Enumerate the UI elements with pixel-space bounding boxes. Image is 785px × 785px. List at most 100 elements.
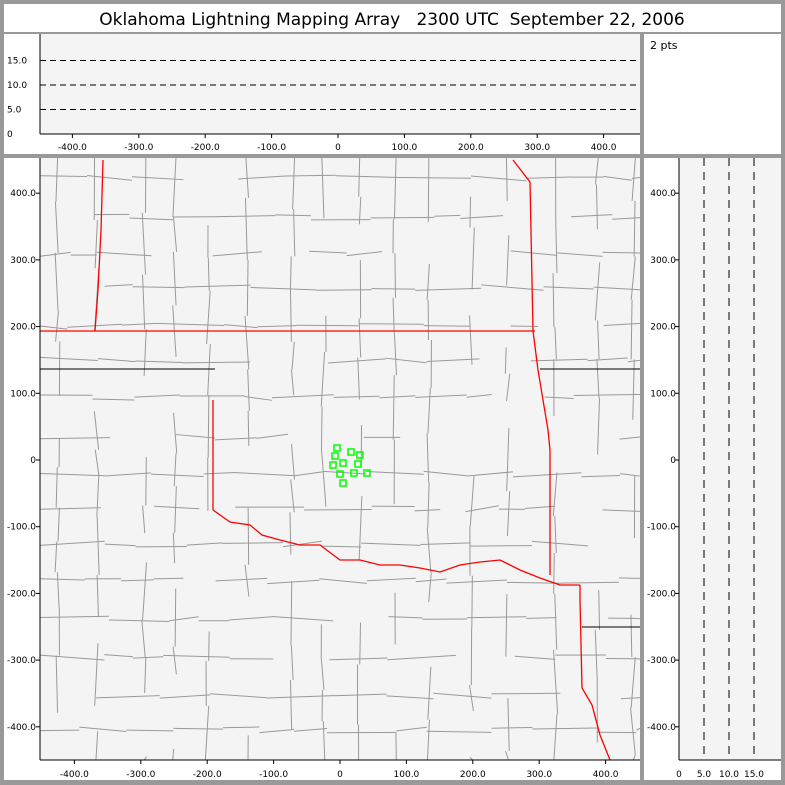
- station-marker: [354, 460, 362, 468]
- county-border: [506, 235, 510, 286]
- county-border: [393, 157, 397, 220]
- county-border: [602, 509, 641, 512]
- county-border: [247, 369, 250, 412]
- y-tick-label: -300.0: [647, 656, 676, 666]
- county-border: [172, 157, 177, 218]
- altitude-ew-panel: 0 5.0 10.0 15.0 -400.0 -300.0 -200.0 -100.0 0 100…: [4, 34, 640, 154]
- county-border: [54, 252, 59, 312]
- county-border: [469, 315, 473, 365]
- county-border: [135, 360, 183, 364]
- county-border: [244, 197, 248, 260]
- county-border: [594, 262, 601, 321]
- x-tick-label: 0: [335, 143, 341, 153]
- county-border: [358, 318, 362, 358]
- county-border: [505, 157, 508, 201]
- county-border: [92, 398, 135, 401]
- county-border: [491, 692, 561, 695]
- county-border: [426, 730, 492, 733]
- county-border: [309, 250, 347, 254]
- x-tick-label: -200.0: [193, 770, 222, 780]
- county-border: [361, 542, 421, 546]
- county-border: [39, 507, 101, 510]
- x-tick-label: 400.0: [591, 143, 617, 153]
- county-border: [150, 473, 204, 478]
- county-border: [94, 220, 98, 269]
- county-border: [630, 657, 636, 709]
- county-border: [321, 545, 362, 548]
- county-border: [620, 697, 641, 700]
- y-tick-label: -200.0: [647, 589, 676, 599]
- county-border: [603, 175, 632, 181]
- county-border: [423, 470, 469, 477]
- state-border: [94, 159, 104, 332]
- county-border: [587, 357, 628, 362]
- county-border: [186, 542, 223, 546]
- county-border: [506, 427, 510, 492]
- county-border: [290, 645, 294, 681]
- county-border: [506, 581, 562, 584]
- county-border: [594, 629, 598, 678]
- county-border: [247, 410, 250, 446]
- county-border: [603, 322, 641, 327]
- county-border: [174, 486, 177, 533]
- county-border: [552, 472, 558, 516]
- county-border: [358, 196, 362, 225]
- county-border: [321, 157, 325, 219]
- y-tick-label: -300.0: [7, 656, 36, 666]
- county-border: [282, 540, 323, 548]
- x-tick-label: -300.0: [126, 770, 155, 780]
- county-border: [630, 708, 636, 755]
- county-border: [104, 284, 133, 287]
- county-border: [392, 297, 395, 333]
- county-border: [470, 545, 533, 547]
- county-border: [396, 726, 427, 732]
- county-border: [581, 474, 621, 478]
- county-border: [244, 564, 250, 597]
- county-border: [154, 505, 200, 510]
- county-border: [510, 250, 558, 256]
- county-border: [427, 157, 430, 223]
- county-border: [415, 394, 467, 398]
- county-border: [388, 616, 423, 619]
- county-border: [293, 471, 324, 477]
- x-tick-label: 0: [337, 770, 343, 780]
- county-border: [126, 729, 174, 732]
- county-border: [506, 373, 511, 402]
- y-tick-label: -400.0: [647, 723, 676, 733]
- county-border: [554, 515, 557, 553]
- county-border: [466, 393, 492, 398]
- county-border: [55, 655, 59, 713]
- plan-view-panel[interactable]: 400.0 300.0 200.0 100.0 0 -100.0 -200.0 -300.0 -…: [4, 157, 641, 780]
- y-tick-label: 0: [7, 130, 13, 140]
- county-border: [206, 290, 211, 345]
- county-border: [174, 588, 177, 647]
- county-border: [386, 695, 434, 700]
- county-border: [619, 436, 641, 440]
- county-border: [595, 184, 598, 230]
- county-border: [121, 322, 157, 326]
- county-border: [471, 227, 475, 290]
- county-border: [394, 253, 396, 298]
- county-border: [275, 616, 334, 622]
- y-tick-label: 300.0: [10, 256, 36, 266]
- y-tick-label: 300.0: [650, 256, 676, 266]
- county-border: [129, 217, 174, 221]
- county-border: [358, 157, 361, 197]
- county-border: [143, 329, 147, 376]
- county-border: [222, 726, 260, 729]
- county-border: [552, 273, 555, 328]
- ns-altitude-panel: 0 5.0 10.0 15.0 400.0 300.0 200.0 100.0 0 -100.0 -…: [644, 158, 781, 780]
- county-border: [366, 470, 424, 475]
- county-border: [466, 616, 527, 619]
- county-border: [358, 495, 363, 561]
- county-border: [446, 579, 507, 584]
- county-border: [469, 476, 475, 527]
- county-border: [632, 754, 636, 761]
- county-border: [371, 288, 416, 290]
- county-border: [244, 315, 250, 370]
- county-border: [173, 727, 223, 730]
- county-border: [215, 577, 268, 582]
- county-border: [426, 263, 430, 300]
- county-border: [319, 578, 367, 584]
- county-border: [96, 695, 160, 699]
